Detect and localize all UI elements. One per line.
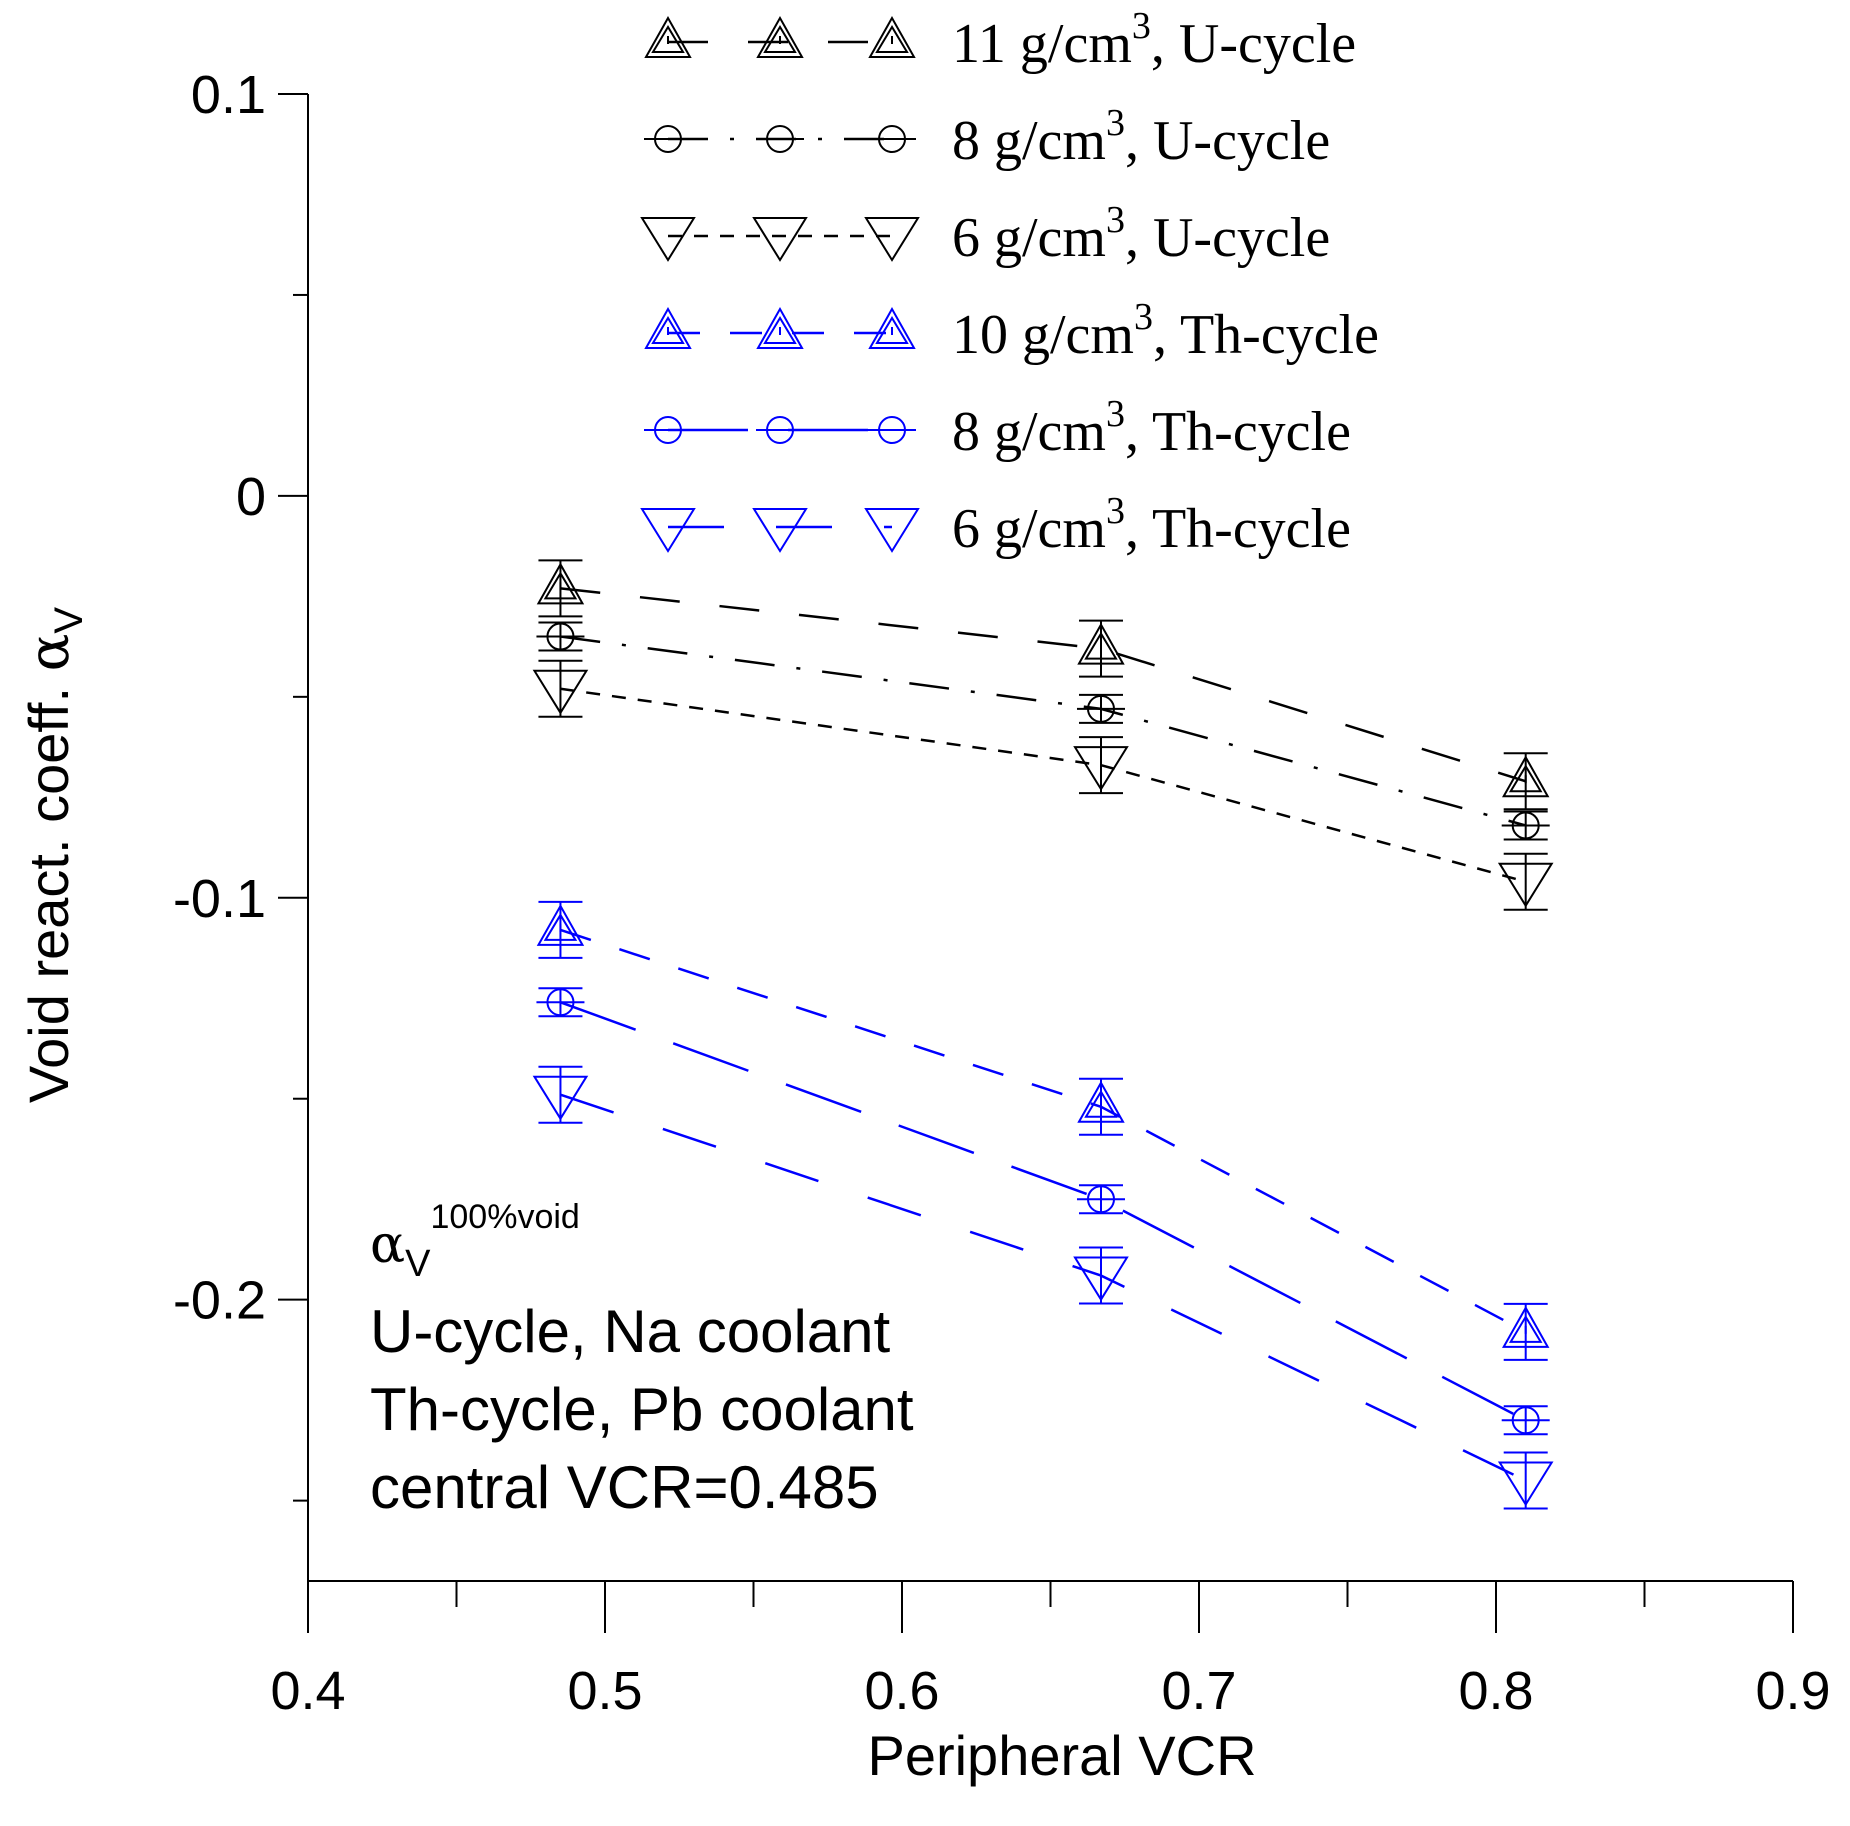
series-4 bbox=[536, 900, 1550, 1361]
legend-marker bbox=[868, 15, 916, 58]
series-line bbox=[560, 635, 1527, 827]
series-layer bbox=[532, 559, 1554, 1510]
y-axis-title-main: Void react. coeff. bbox=[17, 671, 80, 1103]
series-6 bbox=[532, 1065, 1554, 1510]
data-point bbox=[1497, 862, 1554, 908]
legend: 11 g/cm3, U-cycle 8 g/cm3, U-cycle 6 g/cm3… bbox=[640, 5, 1379, 560]
legend-marker bbox=[644, 125, 692, 153]
data-point bbox=[536, 562, 585, 605]
series-2 bbox=[536, 621, 1550, 841]
x-tick-label: 0.4 bbox=[270, 1661, 345, 1721]
data-point bbox=[1497, 1461, 1554, 1507]
legend-item-1: 11 g/cm3, U-cycle bbox=[644, 5, 1356, 75]
legend-marker bbox=[752, 217, 808, 262]
legend-marker bbox=[864, 217, 920, 262]
legend-label: 8 g/cm3, U-cycle bbox=[952, 102, 1330, 172]
annotation-line-1: U-cycle, Na coolant bbox=[370, 1298, 891, 1365]
data-point bbox=[1501, 1305, 1550, 1348]
data-point bbox=[1073, 746, 1129, 792]
legend-marker bbox=[644, 416, 692, 444]
x-tick-label: 0.6 bbox=[864, 1661, 939, 1721]
legend-marker bbox=[864, 508, 920, 553]
data-point bbox=[536, 903, 585, 946]
annotation-line-2: Th-cycle, Pb coolant bbox=[370, 1376, 914, 1443]
data-point bbox=[532, 669, 589, 715]
legend-marker bbox=[644, 306, 692, 349]
x-tick-label: 0.5 bbox=[567, 1661, 642, 1721]
data-point bbox=[536, 622, 585, 651]
data-point bbox=[1073, 1256, 1129, 1302]
legend-label: 10 g/cm3, Th-cycle bbox=[952, 296, 1379, 366]
legend-marker bbox=[644, 15, 692, 58]
data-point bbox=[1077, 1080, 1125, 1123]
annotation-line-3: central VCR=0.485 bbox=[370, 1454, 879, 1521]
y-axis-title-subscript: V bbox=[47, 607, 91, 634]
legend-marker bbox=[756, 306, 804, 349]
data-point bbox=[1076, 694, 1125, 723]
series-1 bbox=[536, 559, 1550, 811]
series-line bbox=[560, 587, 1527, 783]
y-axis-title-alpha: α bbox=[17, 634, 82, 672]
data-point bbox=[1501, 1406, 1550, 1435]
data-point bbox=[1501, 755, 1550, 798]
annotation-alpha-subscript: V bbox=[405, 1243, 431, 1285]
y-axis-title: Void react. coeff. αV bbox=[17, 607, 91, 1104]
annotation-alpha: α bbox=[370, 1215, 405, 1275]
legend-label: 6 g/cm3, U-cycle bbox=[952, 199, 1330, 269]
axes: 0.4 0.5 0.6 0.7 0.8 0.9 0.1 0 -0.1 -0.2 bbox=[173, 65, 1831, 1721]
legend-item-4: 10 g/cm3, Th-cycle bbox=[644, 296, 1379, 366]
annotation-block: αV 100%void U-cycle, Na coolant Th-cycle,… bbox=[370, 1198, 914, 1521]
y-tick-label: 0 bbox=[236, 467, 266, 527]
legend-item-5: 8 g/cm3, Th-cycle bbox=[644, 393, 1351, 463]
series-5 bbox=[536, 987, 1550, 1436]
legend-marker bbox=[868, 125, 916, 153]
x-axis-title: Peripheral VCR bbox=[867, 1724, 1256, 1787]
legend-item-6: 6 g/cm3, Th-cycle bbox=[640, 490, 1351, 560]
data-point bbox=[536, 988, 585, 1017]
legend-marker bbox=[756, 15, 804, 58]
legend-item-2: 8 g/cm3, U-cycle bbox=[644, 102, 1330, 172]
y-tick-label: -0.2 bbox=[173, 1271, 266, 1331]
x-tick-label: 0.8 bbox=[1458, 1661, 1533, 1721]
legend-marker bbox=[640, 217, 696, 262]
legend-label: 8 g/cm3, Th-cycle bbox=[952, 393, 1351, 463]
legend-label: 6 g/cm3, Th-cycle bbox=[952, 490, 1351, 560]
legend-marker bbox=[752, 508, 808, 553]
data-point bbox=[1076, 1185, 1125, 1214]
x-tick-label: 0.9 bbox=[1755, 1661, 1830, 1721]
data-point bbox=[1077, 622, 1125, 665]
legend-item-3: 6 g/cm3, U-cycle bbox=[640, 199, 1330, 269]
y-tick-label: 0.1 bbox=[191, 65, 266, 125]
series-line bbox=[560, 928, 1527, 1333]
data-point bbox=[532, 1075, 589, 1121]
series-line bbox=[560, 687, 1527, 883]
series-3 bbox=[532, 659, 1554, 911]
x-tick-label: 0.7 bbox=[1161, 1661, 1236, 1721]
data-point bbox=[1501, 811, 1550, 840]
annotation-alpha-superscript: 100%void bbox=[430, 1198, 579, 1236]
y-tick-label: -0.1 bbox=[173, 869, 266, 929]
annotation-alpha-label: αV 100%void bbox=[370, 1198, 580, 1285]
legend-label: 11 g/cm3, U-cycle bbox=[952, 5, 1356, 75]
legend-marker bbox=[868, 416, 916, 444]
series-line bbox=[560, 1001, 1527, 1422]
legend-marker bbox=[756, 416, 804, 444]
legend-marker bbox=[640, 508, 696, 553]
legend-marker bbox=[756, 125, 804, 153]
legend-marker bbox=[868, 306, 916, 349]
